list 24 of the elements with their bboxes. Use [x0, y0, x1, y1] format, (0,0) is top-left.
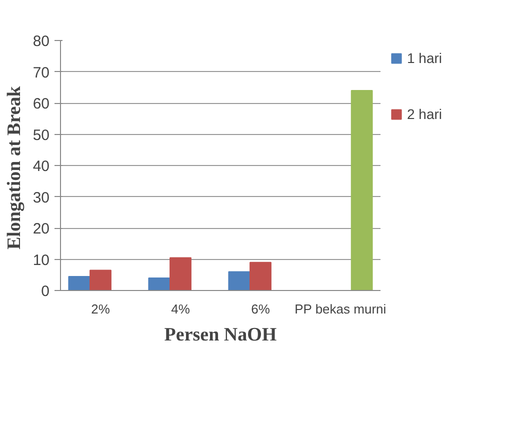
y-tick-label: 70 — [32, 64, 50, 82]
legend-label: 1 hari — [407, 50, 442, 66]
bar — [250, 262, 272, 290]
legend-label: 2 hari — [407, 106, 442, 122]
bar — [68, 276, 90, 290]
y-tick-label: 0 — [41, 283, 50, 300]
bar — [228, 271, 250, 290]
y-tick-label: 30 — [32, 189, 50, 206]
y-tick-label: 60 — [32, 96, 50, 112]
bar — [170, 257, 192, 290]
y-tick-label: 40 — [32, 158, 50, 175]
x-tick-label: 2% — [91, 302, 110, 316]
y-tick-label: 10 — [32, 252, 50, 269]
x-tick-label: 6% — [251, 302, 270, 316]
bar — [350, 90, 373, 290]
x-tick-label: PP bekas murni — [294, 302, 386, 316]
y-tick-label: 80 — [32, 33, 50, 50]
y-tick-label: 20 — [32, 220, 50, 238]
x-tick-label: 4% — [171, 302, 190, 316]
bar — [148, 278, 170, 290]
y-axis-title: Elongation at Break — [4, 86, 25, 250]
x-axis-title: Persen NaOH — [164, 324, 277, 346]
bar — [90, 270, 112, 290]
y-tick-label: 50 — [32, 126, 50, 144]
